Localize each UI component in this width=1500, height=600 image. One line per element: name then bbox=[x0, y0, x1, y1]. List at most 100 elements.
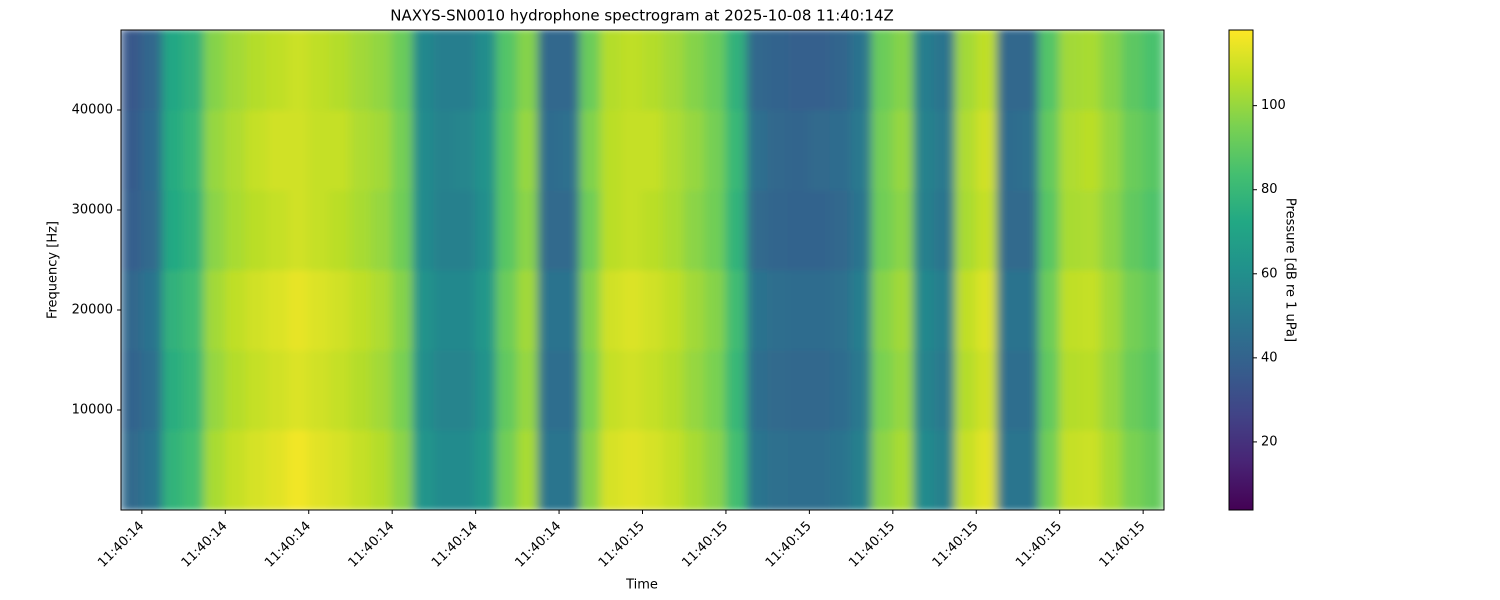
heatmap-cell bbox=[203, 349, 226, 431]
heatmap-cell bbox=[767, 189, 790, 271]
heatmap-cell bbox=[767, 30, 790, 111]
heatmap-cell bbox=[829, 189, 852, 271]
heatmap-cell bbox=[934, 30, 956, 111]
heatmap-cell bbox=[203, 269, 226, 351]
heatmap-cell bbox=[266, 109, 289, 191]
x-tick-label: 11:40:14 bbox=[262, 519, 314, 571]
heatmap-cell bbox=[224, 269, 247, 351]
heatmap-cell bbox=[329, 429, 351, 510]
heatmap-cell bbox=[349, 30, 372, 111]
heatmap-cell bbox=[892, 269, 915, 351]
heatmap-cell bbox=[224, 429, 247, 510]
heatmap-cell bbox=[808, 189, 831, 271]
heatmap-cell bbox=[996, 109, 1019, 191]
heatmap-cell bbox=[475, 429, 497, 510]
heatmap-cell bbox=[287, 30, 310, 111]
heatmap-cell bbox=[558, 269, 581, 351]
heatmap-cell bbox=[996, 30, 1019, 111]
heatmap-cell bbox=[934, 429, 956, 510]
heatmap-cell bbox=[934, 349, 956, 431]
heatmap-cell bbox=[642, 109, 664, 191]
heatmap-cell bbox=[475, 349, 497, 431]
heatmap-cell bbox=[475, 269, 497, 351]
heatmap-cell bbox=[1121, 189, 1144, 271]
x-tick-label: 11:40:14 bbox=[512, 519, 564, 571]
heatmap-cell bbox=[704, 109, 727, 191]
heatmap-cell bbox=[1059, 349, 1082, 431]
heatmap-cell bbox=[162, 349, 185, 431]
heatmap-cell bbox=[308, 189, 331, 271]
heatmap-cell bbox=[600, 30, 623, 111]
heatmap-cell bbox=[433, 349, 456, 431]
heatmap-cell bbox=[203, 30, 226, 111]
heatmap-cell bbox=[1059, 109, 1082, 191]
heatmap-cell bbox=[788, 30, 810, 111]
heatmap-cell bbox=[537, 269, 560, 351]
heatmap-cell bbox=[454, 189, 477, 271]
heatmap-cell bbox=[913, 189, 936, 271]
heatmap-cell bbox=[308, 429, 331, 510]
heatmap-cell bbox=[934, 109, 956, 191]
heatmap-cell bbox=[329, 349, 351, 431]
heatmap-cell bbox=[975, 30, 998, 111]
heatmap-cell bbox=[1142, 109, 1164, 191]
heatmap-cell bbox=[808, 30, 831, 111]
heatmap-cell bbox=[767, 429, 790, 510]
heatmap-cell bbox=[516, 269, 539, 351]
heatmap-cell bbox=[808, 269, 831, 351]
heatmap-cell bbox=[121, 189, 143, 271]
heatmap-cell bbox=[433, 109, 456, 191]
heatmap-cell bbox=[433, 269, 456, 351]
heatmap-cell bbox=[537, 429, 560, 510]
heatmap-cell bbox=[1121, 30, 1144, 111]
heatmap-cell bbox=[141, 269, 164, 351]
heatmap-cell bbox=[329, 189, 351, 271]
heatmap-cell bbox=[1059, 429, 1082, 510]
heatmap-cell bbox=[1100, 30, 1123, 111]
x-tick-label: 11:40:15 bbox=[596, 519, 648, 571]
heatmap-cell bbox=[788, 349, 810, 431]
heatmap-cell bbox=[245, 269, 268, 351]
heatmap-cell bbox=[704, 349, 727, 431]
heatmap-cell bbox=[1121, 429, 1144, 510]
heatmap-cell bbox=[662, 269, 685, 351]
heatmap-cell bbox=[1142, 30, 1164, 111]
heatmap-cell bbox=[746, 30, 769, 111]
heatmap-cell bbox=[141, 349, 164, 431]
heatmap-cell bbox=[767, 109, 790, 191]
colorbar-tick-label: 60 bbox=[1261, 266, 1278, 281]
heatmap-cell bbox=[329, 30, 351, 111]
heatmap-cell bbox=[954, 349, 977, 431]
heatmap-cell bbox=[1038, 189, 1061, 271]
heatmap-cell bbox=[1142, 189, 1164, 271]
y-tick-label: 10000 bbox=[72, 403, 113, 418]
heatmap-cell bbox=[871, 269, 894, 351]
x-tick-label: 11:40:15 bbox=[930, 519, 982, 571]
heatmap-cell bbox=[1100, 269, 1123, 351]
heatmap-cell bbox=[850, 109, 873, 191]
heatmap-cell bbox=[433, 189, 456, 271]
heatmap-cell bbox=[683, 109, 706, 191]
heatmap-cell bbox=[954, 30, 977, 111]
heatmap-cell bbox=[600, 349, 623, 431]
heatmap-cell bbox=[871, 30, 894, 111]
heatmap-cell bbox=[1142, 429, 1164, 510]
heatmap-cell bbox=[725, 269, 748, 351]
heatmap-cell bbox=[516, 109, 539, 191]
heatmap-cell bbox=[996, 349, 1019, 431]
heatmap-cell bbox=[662, 30, 685, 111]
heatmap-cell bbox=[642, 269, 664, 351]
heatmap-cell bbox=[746, 429, 769, 510]
heatmap-cell bbox=[183, 109, 205, 191]
heatmap-cell bbox=[788, 269, 810, 351]
heatmap-cell bbox=[892, 30, 915, 111]
heatmap-cell bbox=[412, 269, 435, 351]
heatmap-cell bbox=[954, 189, 977, 271]
heatmap-cell bbox=[1038, 30, 1061, 111]
heatmap-cell bbox=[975, 189, 998, 271]
heatmap-cell bbox=[1121, 349, 1144, 431]
heatmap-cell bbox=[808, 109, 831, 191]
heatmap bbox=[121, 30, 1164, 510]
x-tick-label: 11:40:14 bbox=[346, 519, 398, 571]
heatmap-cell bbox=[454, 109, 477, 191]
